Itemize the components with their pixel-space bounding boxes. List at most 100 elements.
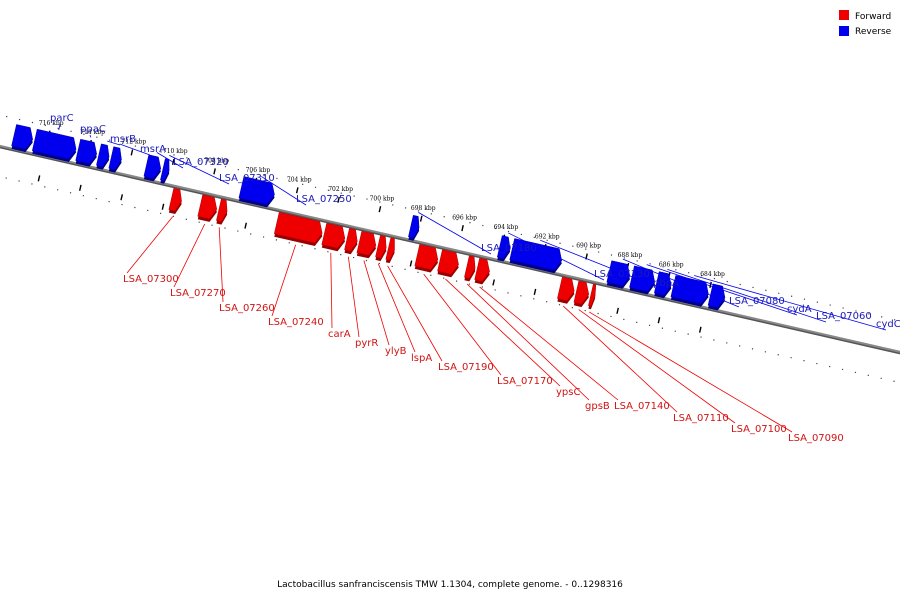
gene-label-lsa-07060[interactable]: LSA_07060 — [816, 311, 872, 322]
gene-arrow — [414, 244, 439, 270]
gene-feature[interactable] — [464, 255, 476, 282]
tick-label: 712 kbp — [122, 139, 147, 146]
gene-label-ylyb[interactable]: ylyB — [385, 346, 407, 357]
gene-features — [11, 124, 726, 311]
gene-label-lsa-07110[interactable]: LSA_07110 — [673, 413, 729, 424]
tick-label: 684 kbp — [700, 271, 725, 278]
gene-feature[interactable] — [344, 228, 358, 255]
gene-arrow — [629, 265, 655, 292]
gene-label-leader — [271, 244, 297, 317]
gene-feature[interactable] — [197, 194, 218, 222]
tick-mark-upper — [295, 187, 299, 194]
gene-label-lspa[interactable]: lspA — [411, 353, 432, 364]
gene-label-leader — [646, 264, 798, 316]
tick-mark-lower — [616, 307, 619, 314]
gene-feature[interactable] — [32, 128, 77, 162]
gene-arrow — [168, 187, 182, 212]
gene-arrow — [385, 237, 395, 261]
gene-feature[interactable] — [588, 283, 597, 310]
gene-label-lsa-07320[interactable]: LSA_07320 — [173, 157, 229, 168]
gene-label-ppac[interactable]: ppaC — [80, 124, 106, 135]
gene-feature[interactable] — [108, 146, 122, 173]
tick-mark-lower — [409, 260, 413, 267]
tick-label: 690 kbp — [576, 243, 601, 250]
gene-arrow — [160, 158, 170, 182]
gene-feature[interactable] — [437, 249, 459, 278]
gene-arrow — [274, 212, 323, 244]
gene-label-lsa-07270[interactable]: LSA_07270 — [170, 288, 226, 299]
tick-mark-upper — [130, 149, 134, 156]
gene-feature[interactable] — [573, 280, 590, 308]
gene-feature[interactable] — [385, 237, 395, 264]
gene-arrow — [588, 283, 597, 307]
gene-labels: parC ppaC msrB msrA LSA_07320 LSA_07310 LSA_07… — [50, 113, 900, 444]
gene-label-lsa-07100[interactable]: LSA_07100 — [731, 424, 787, 435]
gene-label-cara[interactable]: carA — [328, 329, 351, 340]
gene-feature[interactable] — [497, 235, 511, 262]
gene-label-leader — [445, 278, 561, 387]
tick-label: 702 kbp — [328, 186, 353, 193]
gene-label-msrb[interactable]: msrB — [110, 134, 136, 145]
gene-label-leader — [126, 216, 173, 274]
gene-arrow — [108, 146, 122, 170]
gene-label-lsa-07260[interactable]: LSA_07260 — [219, 303, 275, 314]
gene-arrow — [356, 230, 377, 256]
backbone-line — [0, 144, 900, 353]
gene-label-msra[interactable]: msrA — [140, 144, 166, 155]
gene-label-lsa-07130[interactable]: LSA_07130 — [594, 269, 650, 280]
gene-feature[interactable] — [629, 265, 655, 295]
gene-label-lsa-07250[interactable]: LSA_07250 — [296, 194, 352, 205]
tick-label: 698 kbp — [411, 205, 436, 212]
gene-feature[interactable] — [274, 212, 323, 246]
gene-feature[interactable] — [96, 143, 110, 170]
gene-label-lsa-07240[interactable]: LSA_07240 — [268, 317, 324, 328]
gene-feature[interactable] — [414, 244, 439, 273]
gene-label-leader — [578, 309, 736, 424]
gene-arrow — [375, 235, 387, 259]
gene-label-ypsc[interactable]: ypsC — [556, 387, 580, 398]
gene-label-cydc[interactable]: cydC — [876, 319, 900, 330]
gene-feature[interactable] — [375, 235, 387, 262]
gene-feature[interactable] — [474, 257, 490, 285]
gene-label-cyda[interactable]: cydA — [787, 304, 812, 315]
gene-feature[interactable] — [408, 215, 420, 241]
gene-label-leader — [377, 263, 416, 353]
gene-feature[interactable] — [168, 187, 182, 214]
gene-feature[interactable] — [356, 230, 377, 259]
gene-label-leader — [58, 123, 61, 131]
gene-label-leader — [330, 252, 333, 329]
gene-arrow — [216, 198, 228, 222]
gene-label-pbpa[interactable]: pbpA — [653, 278, 679, 289]
gene-arrow — [464, 255, 476, 279]
gene-label-lsa-07090[interactable]: LSA_07090 — [788, 433, 844, 444]
gene-label-parc[interactable]: parC — [50, 113, 74, 124]
gene-label-pyrr[interactable]: pyrR — [355, 338, 378, 349]
gene-label-gpsb[interactable]: gpsB — [585, 401, 610, 412]
gene-feature[interactable] — [238, 176, 275, 208]
tick-mark-lower — [698, 326, 702, 333]
tick-mark-lower — [657, 317, 661, 324]
gene-feature[interactable] — [143, 154, 162, 182]
tick-label: 696 kbp — [452, 214, 477, 221]
gene-label-lsa-07300[interactable]: LSA_07300 — [123, 274, 179, 285]
gene-label-lsa-07190[interactable]: LSA_07190 — [438, 362, 494, 373]
gene-arrow — [557, 276, 575, 301]
gene-feature[interactable] — [606, 260, 631, 289]
gene-feature[interactable] — [11, 124, 33, 153]
gene-arrow — [497, 235, 511, 259]
gene-feature[interactable] — [509, 238, 562, 274]
gene-feature[interactable] — [75, 138, 97, 167]
gene-label-lsa-07170[interactable]: LSA_07170 — [497, 376, 553, 387]
backbone-shadow — [0, 145, 900, 355]
gene-arrow — [408, 215, 420, 239]
gene-label-lsa-07310[interactable]: LSA_07310 — [219, 173, 275, 184]
gene-label-leader — [218, 227, 224, 303]
gene-label-leader — [423, 273, 502, 376]
gene-label-lsa-07180[interactable]: LSA_07180 — [481, 243, 537, 254]
legend-swatch-reverse — [839, 26, 849, 36]
gene-feature[interactable] — [160, 158, 170, 184]
gene-label-lsa-07140[interactable]: LSA_07140 — [614, 401, 670, 412]
gene-feature[interactable] — [321, 222, 346, 252]
gene-feature[interactable] — [557, 276, 575, 304]
gene-feature[interactable] — [216, 198, 228, 225]
